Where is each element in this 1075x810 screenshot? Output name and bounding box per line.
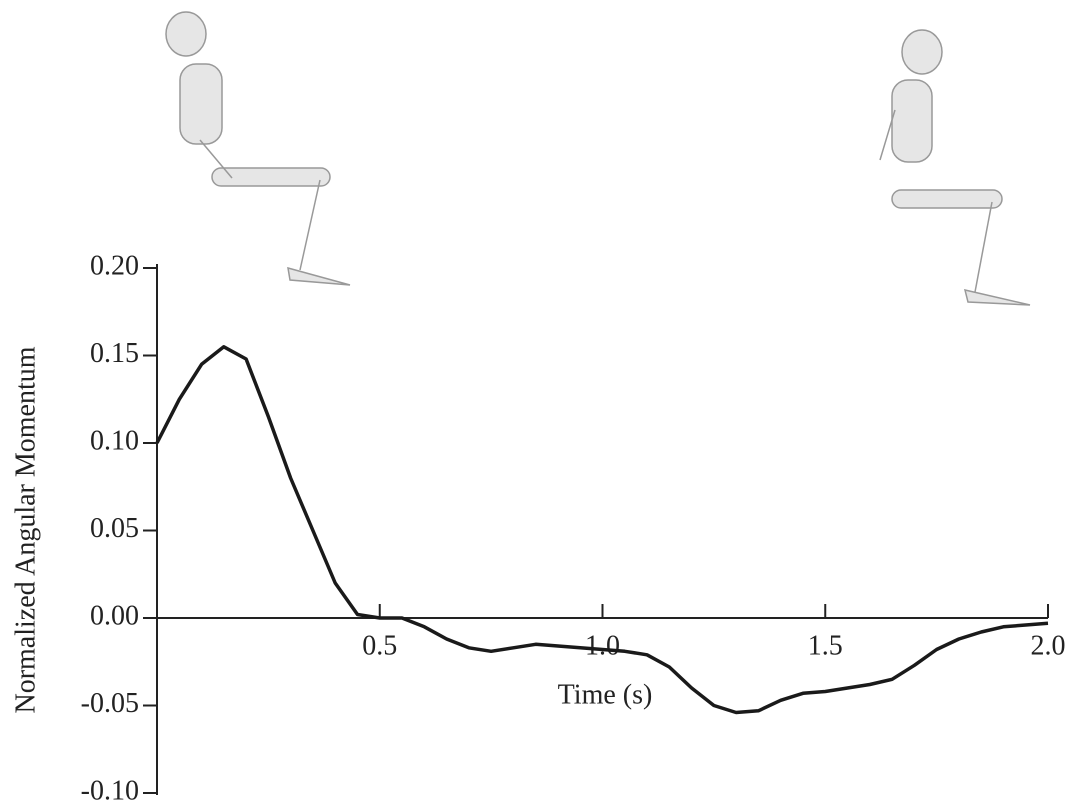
- y-tick-label: -0.05: [81, 688, 139, 719]
- y-tick-label: 0.05: [90, 513, 139, 544]
- skeleton-right: [880, 30, 1030, 305]
- chart: Normalized Angular Momentum Time (s) 0.2…: [0, 0, 1075, 810]
- x-tick-label: 1.0: [585, 630, 620, 661]
- y-tick-label: 0.15: [90, 338, 139, 369]
- y-axis-label: Normalized Angular Momentum: [10, 346, 41, 713]
- x-tick-label: 2.0: [1031, 630, 1066, 661]
- x-tick-label: 0.5: [362, 630, 397, 661]
- y-tick-label: 0.00: [90, 600, 139, 631]
- y-tick-label: -0.10: [81, 775, 139, 806]
- y-tick-label: 0.10: [90, 425, 139, 456]
- x-axis-label: Time (s): [558, 679, 653, 710]
- x-tick-label: 1.5: [808, 630, 843, 661]
- y-tick-label: 0.20: [90, 250, 139, 281]
- skeleton-left: [166, 12, 350, 285]
